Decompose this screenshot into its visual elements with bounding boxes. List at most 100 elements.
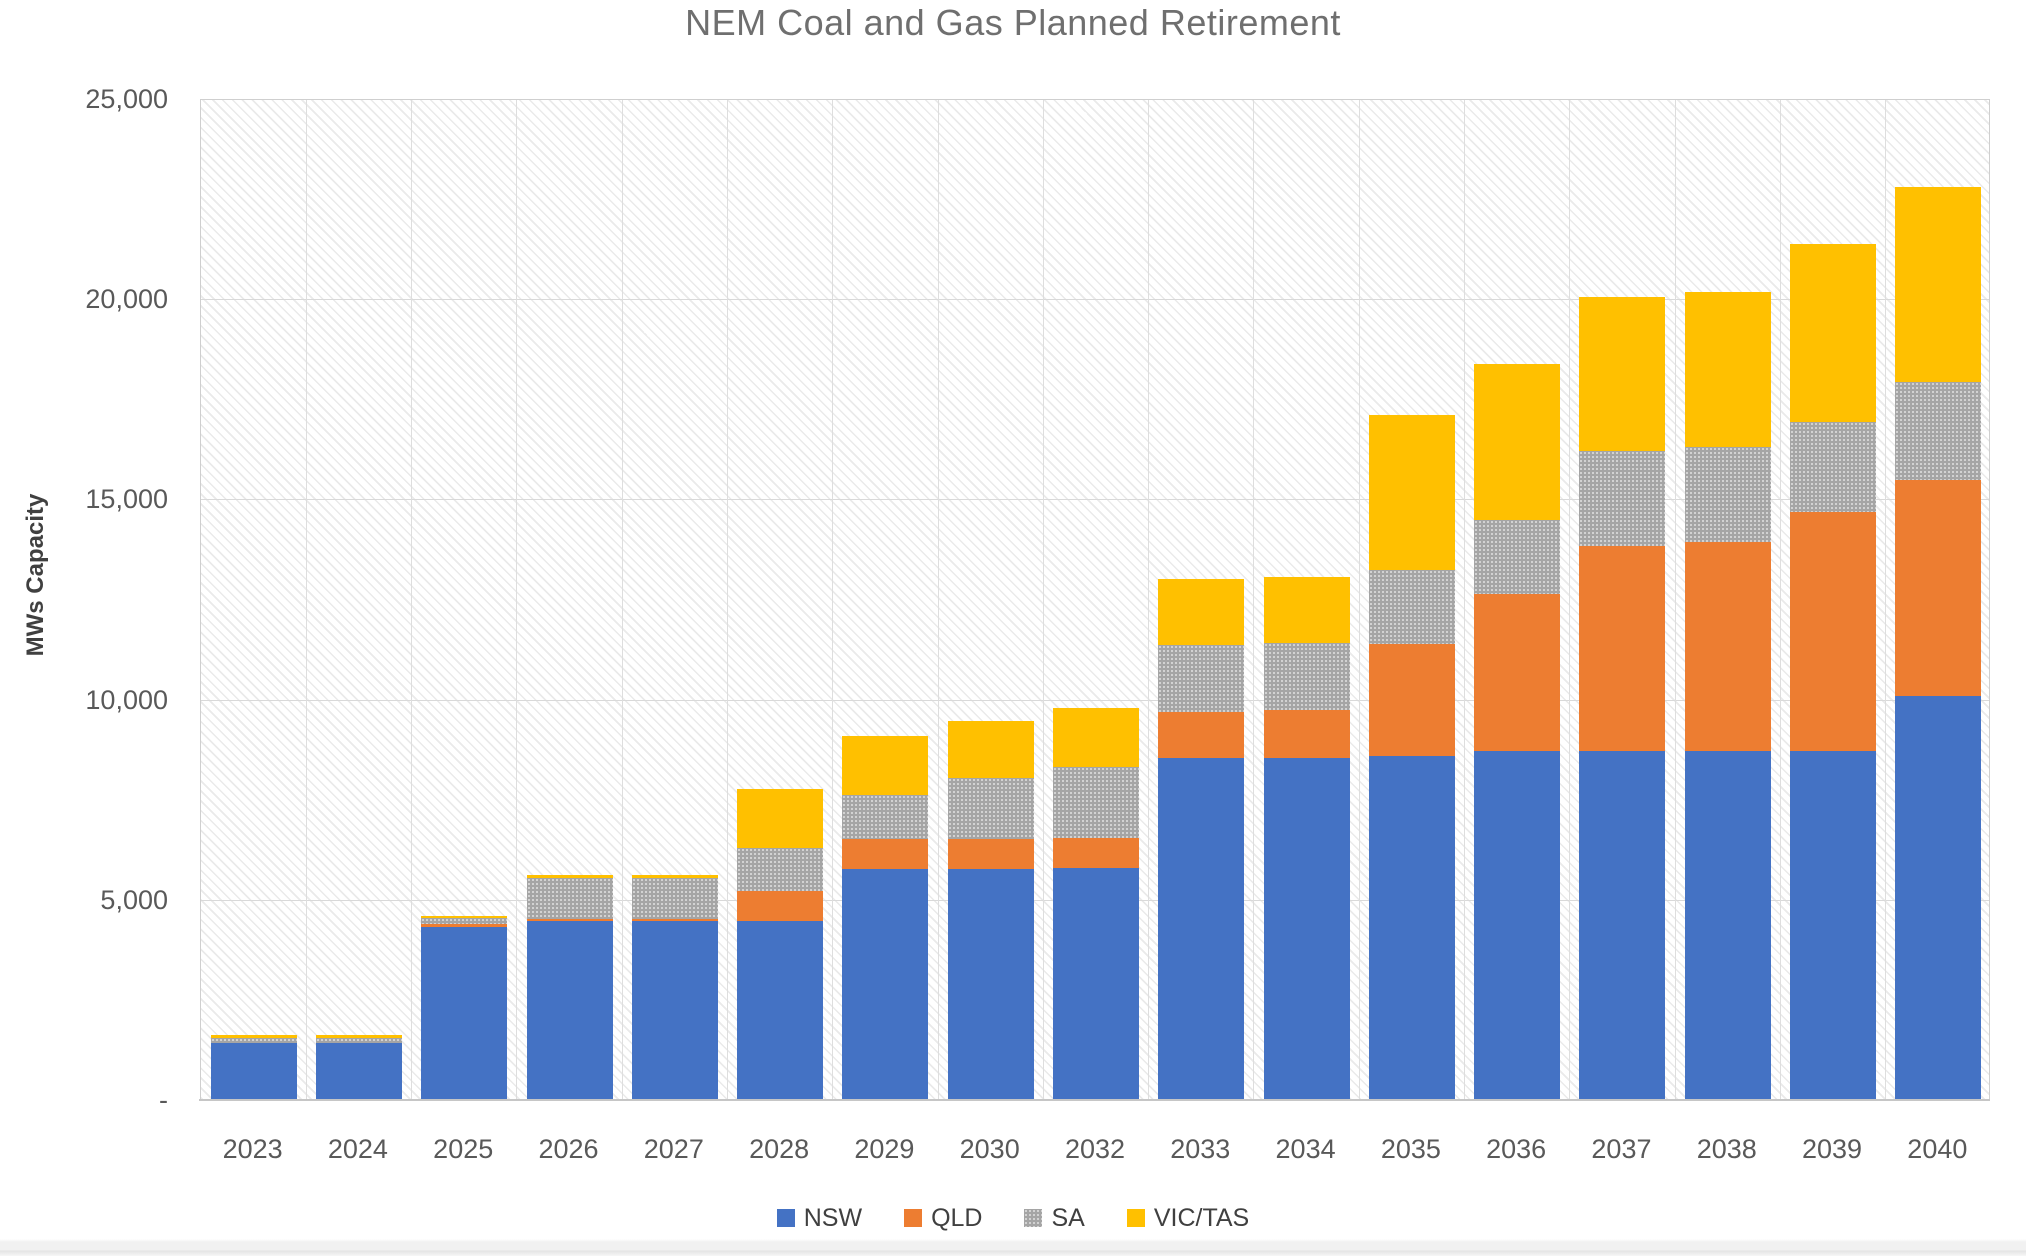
- x-tick-label-2026: 2026: [538, 1134, 599, 1164]
- y-tick-label-20000: 20,000: [85, 284, 168, 315]
- x-tick-label-2032: 2032: [1064, 1134, 1126, 1164]
- bar-segment-QLD-2025: [421, 924, 508, 927]
- legend-label-QLD: QLD: [931, 1203, 983, 1232]
- gridline-x-9: [1148, 100, 1150, 1099]
- bar-segment-QLD-2026: [526, 918, 613, 922]
- bar-segment-QLD-2036: [1474, 593, 1561, 752]
- gridline-x-2: [411, 100, 413, 1099]
- bar-segment-VIC-TAS-2029: [842, 736, 929, 796]
- bar-segment-QLD-2027: [631, 918, 718, 922]
- bar-segment-QLD-2033: [1158, 712, 1245, 759]
- bar-segment-SA-2024: [315, 1037, 402, 1043]
- gridline-x-16: [1885, 100, 1887, 1099]
- bar-segment-QLD-2035: [1368, 644, 1455, 757]
- bar-segment-VIC-TAS-2039: [1790, 244, 1877, 422]
- bar-segment-SA-2025: [421, 918, 508, 925]
- bar-segment-VIC-TAS-2025: [421, 916, 508, 919]
- x-tick-label-2040: 2040: [1907, 1134, 1968, 1164]
- legend-swatch-SA: [1024, 1209, 1043, 1227]
- bar-segment-VIC-TAS-2040: [1895, 186, 1982, 383]
- bar-segment-VIC-TAS-2026: [526, 874, 613, 878]
- bar-segment-NSW-2025: [421, 926, 508, 1099]
- bar-segment-SA-2039: [1790, 421, 1877, 513]
- gridline-x-5: [726, 100, 728, 1099]
- legend-label-SA: SA: [1051, 1203, 1085, 1232]
- y-tick-label-10000: 10,000: [85, 684, 168, 715]
- gridline-x-10: [1253, 100, 1255, 1099]
- bar-segment-SA-2036: [1474, 520, 1561, 594]
- bar-segment-QLD-2037: [1579, 545, 1666, 752]
- bar-segment-SA-2023: [210, 1037, 297, 1043]
- bar-segment-SA-2028: [737, 847, 824, 892]
- bar-segment-QLD-2032: [1053, 837, 1139, 869]
- bar-segment-VIC-TAS-2036: [1474, 364, 1561, 521]
- legend-item-VIC-TAS: VIC/TAS: [1126, 1203, 1250, 1233]
- legend-item-SA: SA: [1024, 1203, 1085, 1233]
- bar-segment-VIC-TAS-2028: [737, 788, 824, 848]
- bar-segment-SA-2035: [1368, 570, 1455, 645]
- x-tick-label-2023: 2023: [222, 1134, 283, 1164]
- bar-segment-SA-2029: [842, 795, 929, 839]
- bar-segment-VIC-TAS-2037: [1579, 296, 1666, 452]
- bar-segment-SA-2034: [1263, 642, 1350, 711]
- plot-area: [200, 99, 1990, 1100]
- legend-item-QLD: QLD: [904, 1204, 982, 1233]
- bar-segment-VIC-TAS-2023: [210, 1034, 297, 1038]
- bar-segment-NSW-2035: [1368, 756, 1455, 1099]
- bar-segment-QLD-2030: [947, 838, 1034, 870]
- gridline-x-6: [832, 100, 834, 1099]
- bar-segment-SA-2026: [526, 877, 613, 919]
- y-tick-label-0: -: [159, 1085, 168, 1115]
- legend-swatch-QLD: [904, 1209, 923, 1227]
- x-tick-label-2034: 2034: [1275, 1134, 1336, 1164]
- bar-segment-SA-2030: [947, 778, 1034, 839]
- bar-segment-NSW-2029: [842, 869, 929, 1099]
- legend-swatch-NSW: [776, 1209, 795, 1227]
- bar-segment-QLD-2039: [1790, 512, 1877, 752]
- legend-swatch-VIC-TAS: [1126, 1209, 1145, 1227]
- bar-segment-VIC-TAS-2024: [315, 1034, 402, 1038]
- gridline-y-10000: [201, 699, 1989, 701]
- bar-segment-SA-2040: [1895, 382, 1982, 480]
- bar-segment-NSW-2026: [526, 921, 613, 1099]
- x-tick-label-2039: 2039: [1802, 1134, 1863, 1164]
- bar-segment-SA-2037: [1579, 451, 1666, 546]
- bar-segment-NSW-2024: [315, 1042, 402, 1099]
- x-tick-label-2033: 2033: [1170, 1134, 1231, 1164]
- y-tick-label-25000: 25,000: [85, 84, 168, 114]
- bar-segment-SA-2038: [1684, 447, 1771, 543]
- x-tick-label-2037: 2037: [1591, 1134, 1652, 1164]
- legend-label-VIC-TAS: VIC/TAS: [1153, 1203, 1250, 1232]
- bar-segment-QLD-2034: [1263, 710, 1350, 759]
- bar-segment-SA-2027: [631, 877, 718, 919]
- bar-segment-VIC-TAS-2027: [631, 874, 718, 878]
- x-tick-label-2038: 2038: [1696, 1134, 1757, 1164]
- gridline-x-8: [1042, 100, 1044, 1099]
- bar-segment-VIC-TAS-2035: [1368, 415, 1455, 571]
- footer-strip: [0, 1239, 2026, 1256]
- x-axis-line: [199, 1099, 1990, 1101]
- bar-segment-VIC-TAS-2030: [947, 720, 1034, 779]
- bar-segment-NSW-2039: [1790, 751, 1877, 1099]
- bar-segment-NSW-2040: [1895, 695, 1982, 1099]
- bar-segment-NSW-2038: [1684, 751, 1771, 1099]
- bar-segment-NSW-2033: [1158, 758, 1245, 1099]
- bar-segment-VIC-TAS-2038: [1684, 292, 1771, 448]
- legend: NSW QLD SA VIC/TAS: [0, 1196, 2026, 1240]
- y-tick-label-15000: 15,000: [85, 484, 168, 515]
- bar-segment-NSW-2028: [737, 921, 824, 1099]
- gridline-x-12: [1464, 100, 1466, 1099]
- bar-segment-NSW-2037: [1579, 751, 1666, 1099]
- legend-label-NSW: NSW: [803, 1203, 863, 1232]
- chart-title: NEM Coal and Gas Planned Retirement: [685, 2, 1341, 43]
- bar-segment-VIC-TAS-2033: [1158, 579, 1245, 646]
- gridline-x-11: [1358, 100, 1360, 1099]
- bar-segment-NSW-2032: [1053, 868, 1139, 1099]
- gridline-x-4: [621, 100, 623, 1099]
- x-tick-label-2027: 2027: [643, 1134, 704, 1164]
- x-tick-label-2030: 2030: [959, 1134, 1020, 1164]
- gridline-x-3: [516, 100, 518, 1099]
- bar-segment-QLD-2038: [1684, 542, 1771, 752]
- gridline-y-15000: [201, 499, 1989, 501]
